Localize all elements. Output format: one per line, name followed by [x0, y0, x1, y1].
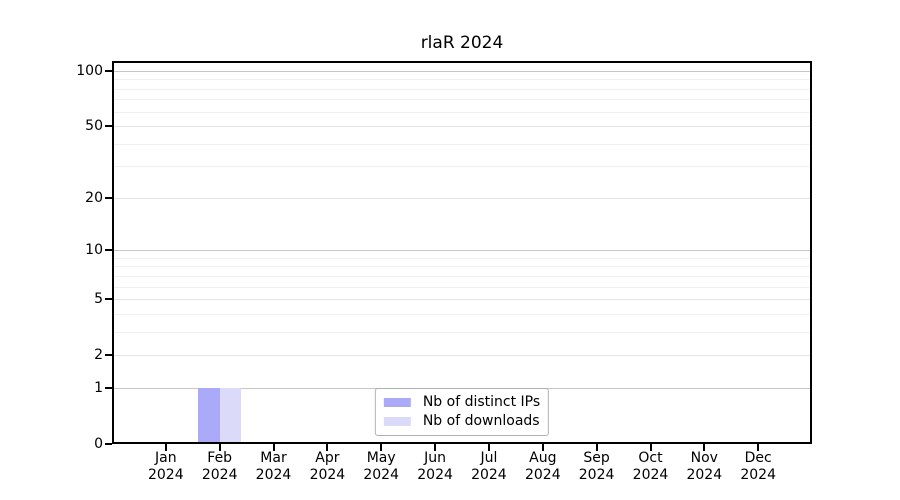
- gridline-major: [112, 299, 812, 301]
- gridline-minor: [112, 331, 812, 333]
- y-tick: [105, 443, 112, 445]
- x-tick-label-year: 2024: [201, 467, 238, 483]
- legend: Nb of distinct IPs Nb of downloads: [374, 388, 550, 436]
- gridline-minor: [112, 88, 812, 90]
- x-tick: [487, 444, 490, 451]
- x-tick-label-month: Mar: [260, 450, 287, 466]
- y-tick-label: 10: [85, 242, 103, 259]
- legend-label-distinct-ips: Nb of distinct IPs: [422, 394, 541, 410]
- legend-swatch-downloads: [383, 417, 411, 426]
- y-tick-label: 5: [94, 291, 103, 308]
- x-tick-label-year: 2024: [363, 467, 399, 483]
- y-tick: [105, 69, 112, 72]
- x-tick-label: May 2024: [349, 450, 413, 484]
- x-tick-label: Sep 2024: [565, 450, 629, 484]
- x-tick-label-month: Oct: [638, 450, 663, 466]
- legend-swatch-distinct-ips: [383, 398, 411, 407]
- x-tick-label: Jun 2024: [403, 450, 467, 484]
- x-tick-label: Mar 2024: [242, 450, 306, 484]
- x-tick-label: Nov 2024: [672, 450, 736, 484]
- bar-nb-of-downloads: [219, 387, 242, 444]
- x-tick-label: Oct 2024: [619, 450, 683, 484]
- gridline-minor: [112, 313, 812, 315]
- x-tick-label-month: Jan: [155, 450, 177, 466]
- y-tick: [105, 298, 112, 301]
- legend-item-distinct-ips: Nb of distinct IPs: [383, 393, 541, 412]
- x-tick-label: Aug 2024: [511, 450, 575, 484]
- x-tick: [595, 444, 598, 451]
- x-tick-label-year: 2024: [578, 467, 615, 483]
- chart-title: rlaR 2024: [420, 33, 504, 53]
- gridline-minor: [112, 99, 812, 101]
- x-tick-label-month: Sep: [583, 450, 610, 466]
- x-tick: [218, 444, 221, 451]
- gridline-major: [112, 197, 812, 199]
- x-tick-label-month: May: [366, 450, 396, 466]
- y-tick: [105, 125, 112, 127]
- x-tick-label-year: 2024: [686, 467, 723, 483]
- x-tick: [703, 444, 706, 451]
- gridline-major: [112, 355, 812, 357]
- legend-label-downloads: Nb of downloads: [422, 413, 540, 429]
- x-tick-label-month: Feb: [207, 450, 233, 466]
- gridline-minor: [112, 266, 812, 268]
- y-tick-label: 2: [94, 347, 103, 364]
- gridline-minor: [112, 143, 812, 145]
- gridline-minor: [112, 286, 812, 288]
- x-tick: [541, 444, 544, 451]
- y-tick: [105, 386, 112, 389]
- axes-border: [112, 61, 812, 444]
- y-tick: [105, 354, 112, 357]
- y-tick: [105, 196, 112, 199]
- x-tick-label: Dec 2024: [726, 450, 790, 484]
- x-tick: [164, 444, 167, 451]
- x-tick-label-year: 2024: [471, 467, 507, 483]
- bar-nb-of-distinct-ips: [198, 387, 220, 444]
- x-tick-label-year: 2024: [632, 467, 669, 483]
- y-tick-label: 50: [85, 118, 103, 134]
- x-tick-label: Jan 2024: [134, 450, 198, 484]
- y-tick-label: 1: [94, 379, 103, 396]
- gridline-minor: [112, 166, 812, 168]
- x-tick-label-year: 2024: [524, 467, 561, 483]
- y-tick-label: 20: [85, 189, 103, 206]
- gridline-major: [112, 70, 812, 72]
- x-tick-label-month: Jul: [480, 450, 498, 466]
- gridline-minor: [112, 275, 812, 277]
- gridline-major: [112, 250, 812, 252]
- x-tick-label: Jul 2024: [457, 450, 521, 484]
- x-tick: [757, 444, 760, 451]
- x-tick-label-month: Jun: [424, 450, 447, 466]
- x-tick-label: Apr 2024: [295, 450, 359, 484]
- x-tick: [380, 444, 383, 451]
- x-tick: [434, 444, 437, 451]
- gridline-minor: [112, 257, 812, 259]
- y-tick-label: 0: [94, 436, 103, 452]
- y-tick-label: 100: [76, 62, 103, 79]
- x-tick-label-month: Aug: [529, 450, 557, 466]
- gridline-minor: [112, 111, 812, 113]
- x-tick-label-year: 2024: [255, 467, 292, 483]
- gridline-major: [112, 126, 812, 127]
- x-tick-label-year: 2024: [147, 467, 184, 483]
- x-tick-label-month: Dec: [744, 450, 772, 466]
- x-tick: [649, 444, 652, 451]
- y-tick: [105, 249, 112, 252]
- x-tick-label: Feb 2024: [188, 450, 252, 484]
- x-tick-label-year: 2024: [417, 467, 453, 483]
- plot-area: Nb of distinct IPs Nb of downloads: [112, 61, 812, 444]
- legend-item-downloads: Nb of downloads: [383, 412, 540, 431]
- x-tick: [272, 444, 275, 451]
- x-tick-label-year: 2024: [740, 467, 776, 483]
- x-tick: [326, 444, 329, 451]
- x-tick-label-year: 2024: [309, 467, 346, 483]
- x-tick-label-month: Nov: [690, 450, 718, 466]
- gridline-minor: [112, 79, 812, 81]
- x-tick-label-month: Apr: [315, 450, 340, 466]
